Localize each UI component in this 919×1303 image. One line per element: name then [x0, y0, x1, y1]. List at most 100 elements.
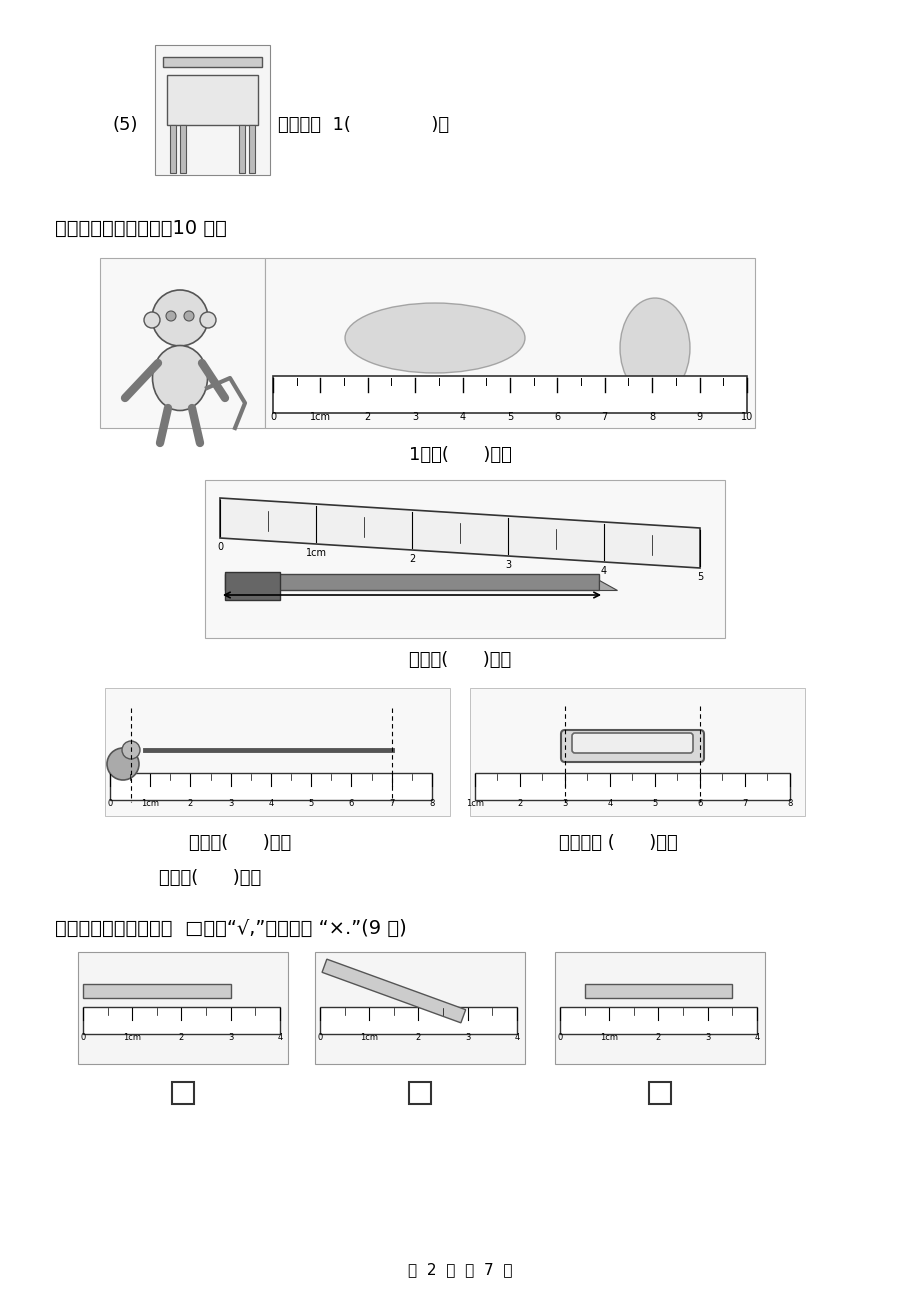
Ellipse shape [619, 298, 689, 397]
Text: 2: 2 [364, 412, 370, 422]
Text: 4: 4 [268, 799, 273, 808]
Bar [172, 1081, 194, 1104]
Text: 二、帮小猴认刻度。（10 分）: 二、帮小猴认刻度。（10 分） [55, 219, 227, 237]
Bar [554, 952, 765, 1065]
Text: (5): (5) [112, 116, 138, 134]
Text: 三、哪种量法对，就在  □里画“√,”不对的画 “×.”(9 分): 三、哪种量法对，就在 □里画“√,”不对的画 “×.”(9 分) [55, 919, 406, 937]
Bar [225, 575, 598, 590]
Ellipse shape [153, 345, 208, 410]
Text: 2: 2 [408, 554, 414, 564]
Text: 课桌高约  1(              )。: 课桌高约 1( )。 [278, 116, 448, 134]
Polygon shape [598, 580, 617, 590]
Text: 9: 9 [696, 412, 702, 422]
Bar [83, 1007, 279, 1035]
Polygon shape [220, 498, 699, 568]
Bar [648, 1081, 670, 1104]
Text: 鐵钉长(      )厘米: 鐵钉长( )厘米 [188, 834, 290, 852]
Bar [83, 984, 231, 998]
Text: 5: 5 [652, 799, 657, 808]
Circle shape [199, 311, 216, 328]
Bar [180, 125, 186, 173]
Text: 2: 2 [655, 1033, 661, 1042]
Text: 4: 4 [607, 799, 612, 808]
Text: 4: 4 [277, 1033, 282, 1042]
Polygon shape [322, 959, 465, 1023]
Text: 5: 5 [308, 799, 313, 808]
Bar [205, 480, 724, 638]
Text: 0: 0 [317, 1033, 323, 1042]
Text: 0: 0 [108, 799, 112, 808]
Text: 4: 4 [600, 566, 607, 576]
Text: 8: 8 [649, 412, 654, 422]
Text: 0: 0 [269, 412, 276, 422]
Text: 曲别针长 (      )厘米: 曲别针长 ( )厘米 [558, 834, 676, 852]
Text: 1cm: 1cm [310, 412, 331, 422]
Bar [249, 125, 255, 173]
Text: 10: 10 [740, 412, 753, 422]
Text: 1cm: 1cm [599, 1033, 618, 1042]
Circle shape [184, 311, 194, 321]
Bar [470, 688, 804, 816]
Text: 1拃长(      )厘米: 1拃长( )厘米 [408, 446, 511, 464]
Text: 7: 7 [742, 799, 747, 808]
Text: 小刀长(      )厘米: 小刀长( )厘米 [408, 652, 511, 668]
Text: 2: 2 [178, 1033, 184, 1042]
FancyBboxPatch shape [572, 734, 692, 753]
Bar [560, 1007, 756, 1035]
Text: 0: 0 [217, 542, 222, 552]
Text: 6: 6 [554, 412, 560, 422]
Text: 2: 2 [516, 799, 522, 808]
Text: 6: 6 [697, 799, 702, 808]
Bar [584, 984, 732, 998]
Text: 5: 5 [506, 412, 513, 422]
Text: 2: 2 [187, 799, 193, 808]
Circle shape [122, 741, 140, 760]
Text: 1cm: 1cm [305, 549, 326, 558]
Text: 3: 3 [412, 412, 418, 422]
Circle shape [144, 311, 160, 328]
Text: 3: 3 [228, 1033, 233, 1042]
Text: 8: 8 [787, 799, 792, 808]
Bar [105, 688, 449, 816]
Circle shape [107, 748, 139, 780]
Text: 第  2  页  共  7  页: 第 2 页 共 7 页 [407, 1263, 512, 1277]
Text: 8: 8 [429, 799, 434, 808]
Text: 6: 6 [348, 799, 354, 808]
Circle shape [152, 291, 208, 347]
Bar [100, 258, 265, 427]
Circle shape [165, 311, 176, 321]
Bar [78, 952, 288, 1065]
Text: 1cm: 1cm [360, 1033, 378, 1042]
Bar [163, 57, 262, 66]
Ellipse shape [345, 304, 525, 373]
Text: 4: 4 [754, 1033, 759, 1042]
Bar [265, 258, 754, 427]
Text: 0: 0 [557, 1033, 562, 1042]
Text: 2: 2 [415, 1033, 421, 1042]
Text: 3: 3 [562, 799, 567, 808]
Bar [239, 125, 244, 173]
Text: 3: 3 [505, 560, 511, 569]
Bar [320, 1007, 516, 1035]
Text: 7: 7 [389, 799, 394, 808]
Text: 1cm: 1cm [123, 1033, 142, 1042]
Text: 4: 4 [514, 1033, 519, 1042]
Text: 4: 4 [459, 412, 465, 422]
Bar [409, 1081, 430, 1104]
FancyBboxPatch shape [561, 730, 703, 762]
Bar [170, 125, 176, 173]
Bar [167, 76, 257, 125]
Text: 7: 7 [601, 412, 607, 422]
Bar [110, 773, 432, 800]
Text: 1cm: 1cm [142, 799, 159, 808]
Text: 3: 3 [228, 799, 233, 808]
Bar [314, 952, 525, 1065]
Bar [225, 572, 279, 599]
Bar [273, 377, 746, 413]
Text: 5: 5 [696, 572, 702, 582]
Bar [154, 46, 269, 175]
Text: 3: 3 [704, 1033, 709, 1042]
Text: 0: 0 [80, 1033, 85, 1042]
Text: 图钉长(      )厘米: 图钉长( )厘米 [159, 869, 261, 887]
Text: 3: 3 [465, 1033, 470, 1042]
